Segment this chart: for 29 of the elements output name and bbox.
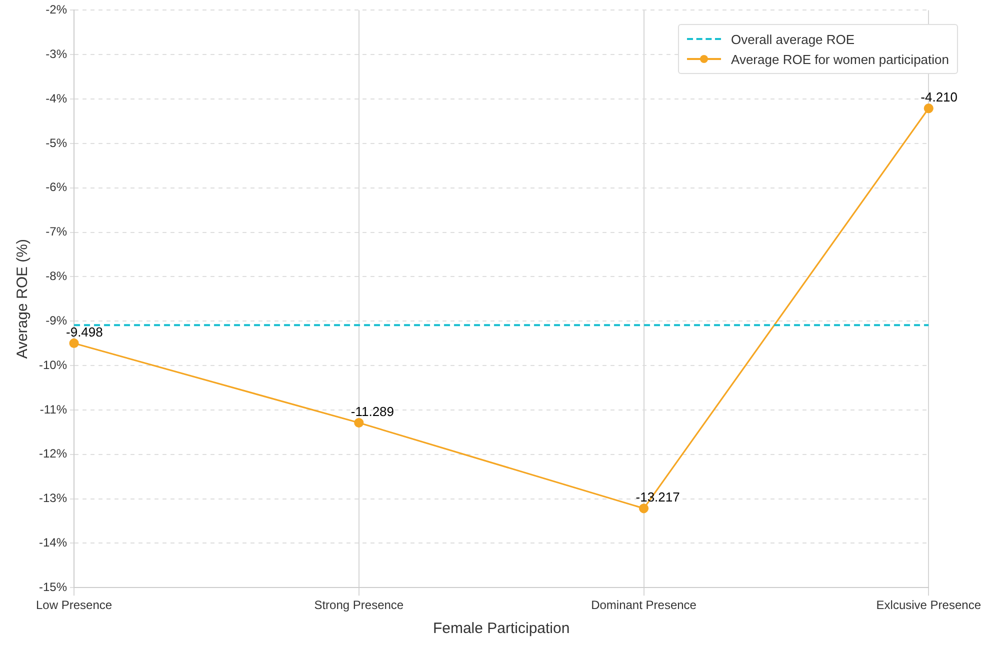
y-tick-label: -10% xyxy=(39,358,68,372)
x-axis-title: Female Participation xyxy=(432,620,570,638)
y-tick-label: -5% xyxy=(46,136,68,150)
data-label: -4.210 xyxy=(920,89,958,104)
x-tick-label: Exlcusive Presence xyxy=(876,598,982,612)
y-tick-label: -14% xyxy=(39,535,68,550)
legend-label: Overall average ROE xyxy=(731,32,855,46)
x-tick-label: Strong Presence xyxy=(314,598,404,612)
y-tick-label: -11% xyxy=(40,402,68,416)
y-tick-label: -2% xyxy=(46,2,68,17)
y-tick-label: -7% xyxy=(46,224,68,239)
y-axis-title: Average ROE (%) xyxy=(14,239,32,359)
y-tick-label: -3% xyxy=(46,46,68,61)
y-tick-label: -4% xyxy=(46,91,68,106)
y-tick-label: -9% xyxy=(46,313,68,328)
point xyxy=(69,338,79,348)
data-label: -11.289 xyxy=(350,404,394,419)
point xyxy=(354,418,364,428)
y-tick-label: -12% xyxy=(39,446,68,461)
y-tick-label: -8% xyxy=(46,269,68,284)
x-tick-label: Low Presence xyxy=(36,598,112,612)
y-tick-label: -15% xyxy=(39,580,68,594)
y-tick-label: -13% xyxy=(39,491,68,506)
y-tick-label: -6% xyxy=(46,180,68,194)
point xyxy=(924,104,934,114)
legend-label: Average ROE for women participation xyxy=(731,52,949,66)
point xyxy=(638,504,649,514)
x-tick-label: Dominant Presence xyxy=(591,598,697,612)
data-label: -9.498 xyxy=(66,324,103,340)
